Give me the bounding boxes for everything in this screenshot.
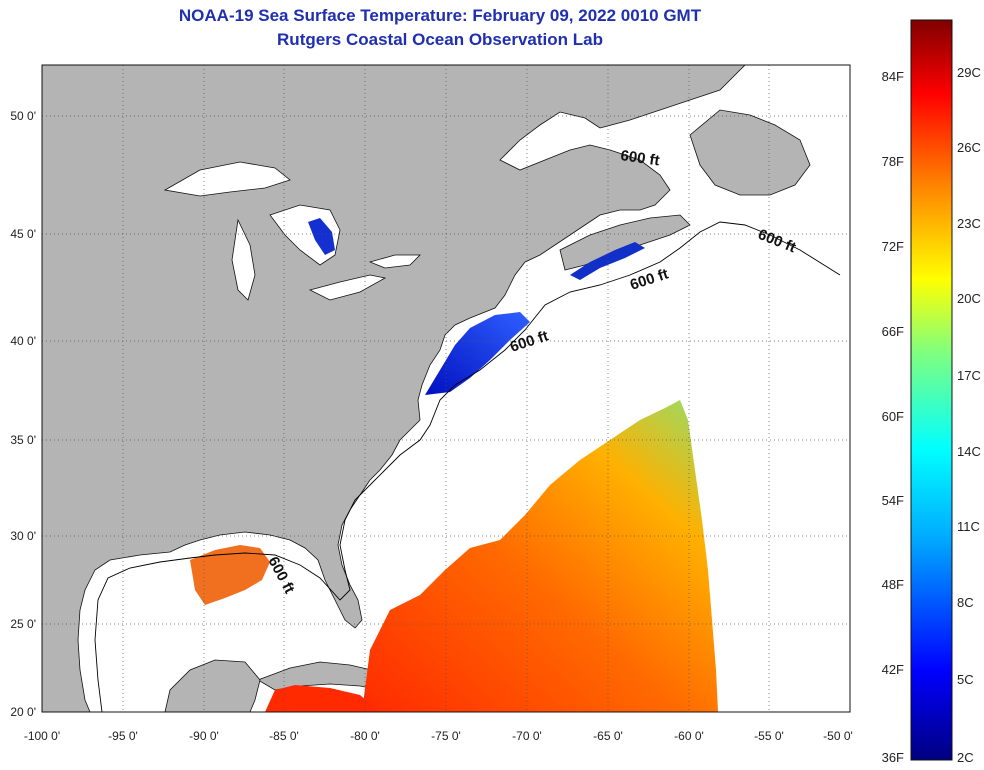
landmass-yucatan bbox=[164, 659, 261, 712]
landmass-north-america bbox=[42, 65, 746, 712]
y-tick-label: 20 0' bbox=[10, 705, 36, 719]
sst-gulf-patch bbox=[190, 545, 270, 605]
colorbar-c-label: 17C bbox=[957, 368, 981, 383]
x-tick-label: -85 0' bbox=[269, 729, 299, 743]
x-tick-label: -80 0' bbox=[350, 729, 380, 743]
colorbar-f-label: 60F bbox=[882, 409, 904, 424]
y-tick-label: 45 0' bbox=[10, 227, 36, 241]
y-tick-label: 50 0' bbox=[10, 109, 36, 123]
cold-water-midatlantic bbox=[425, 312, 530, 395]
sst-warm-region bbox=[362, 400, 718, 712]
x-tick-label: -50 0' bbox=[823, 729, 853, 743]
depth-label: 600 ft bbox=[619, 147, 660, 169]
colorbar-c-label: 11C bbox=[957, 519, 980, 534]
colorbar-c-label: 23C bbox=[957, 216, 981, 231]
colorbar-c-label: 2C bbox=[957, 750, 974, 765]
x-tick-label: -70 0' bbox=[512, 729, 542, 743]
x-axis-ticks: -100 0' -95 0' -90 0' -85 0' -80 0' -75 … bbox=[24, 729, 853, 743]
colorbar-fahrenheit-labels: 84F 78F 72F 66F 60F 54F 48F 42F 36F bbox=[882, 69, 904, 765]
sst-caribbean bbox=[265, 685, 380, 712]
x-tick-label: -75 0' bbox=[431, 729, 461, 743]
y-tick-label: 35 0' bbox=[10, 433, 36, 447]
colorbar-f-label: 78F bbox=[882, 154, 904, 169]
colorbar-c-label: 20C bbox=[957, 291, 981, 306]
colorbar-f-label: 48F bbox=[882, 577, 904, 592]
colorbar-f-label: 66F bbox=[882, 324, 904, 339]
great-lakes bbox=[163, 161, 421, 301]
x-tick-label: -55 0' bbox=[754, 729, 784, 743]
map-subtitle: Rutgers Coastal Ocean Observation Lab bbox=[277, 30, 603, 49]
x-tick-label: -60 0' bbox=[674, 729, 704, 743]
colorbar-c-label: 5C bbox=[957, 672, 974, 687]
colorbar-c-label: 8C bbox=[957, 595, 974, 610]
graticule bbox=[42, 65, 850, 712]
x-tick-label: -65 0' bbox=[593, 729, 623, 743]
cold-water-lake bbox=[308, 218, 335, 255]
colorbar-f-label: 36F bbox=[882, 750, 904, 765]
cold-water-gulf-of-maine bbox=[570, 242, 645, 280]
depth-contour-600ft bbox=[94, 221, 841, 712]
landmass-newfoundland bbox=[689, 109, 811, 196]
colorbar-c-label: 29C bbox=[957, 65, 981, 80]
colorbar-f-label: 42F bbox=[882, 662, 904, 677]
colorbar-f-label: 84F bbox=[882, 69, 904, 84]
colorbar-celsius-labels: 29C 26C 23C 20C 17C 14C 11C 8C 5C 2C bbox=[957, 65, 981, 765]
landmass-maritimes bbox=[559, 214, 691, 271]
x-tick-label: -100 0' bbox=[24, 729, 60, 743]
x-tick-label: -90 0' bbox=[189, 729, 219, 743]
y-tick-label: 40 0' bbox=[10, 334, 36, 348]
map-frame bbox=[41, 64, 851, 713]
colorbar-c-label: 14C bbox=[957, 444, 981, 459]
map-title: NOAA-19 Sea Surface Temperature: Februar… bbox=[178, 6, 702, 25]
y-tick-label: 25 0' bbox=[10, 617, 36, 631]
x-tick-label: -95 0' bbox=[108, 729, 138, 743]
y-axis-ticks: 20 0' 25 0' 30 0' 35 0' 40 0' 45 0' 50 0… bbox=[10, 109, 36, 719]
y-tick-label: 30 0' bbox=[10, 529, 36, 543]
colorbar bbox=[910, 19, 953, 761]
colorbar-f-label: 54F bbox=[882, 493, 904, 508]
colorbar-f-label: 72F bbox=[882, 239, 904, 254]
colorbar-c-label: 26C bbox=[957, 140, 981, 155]
